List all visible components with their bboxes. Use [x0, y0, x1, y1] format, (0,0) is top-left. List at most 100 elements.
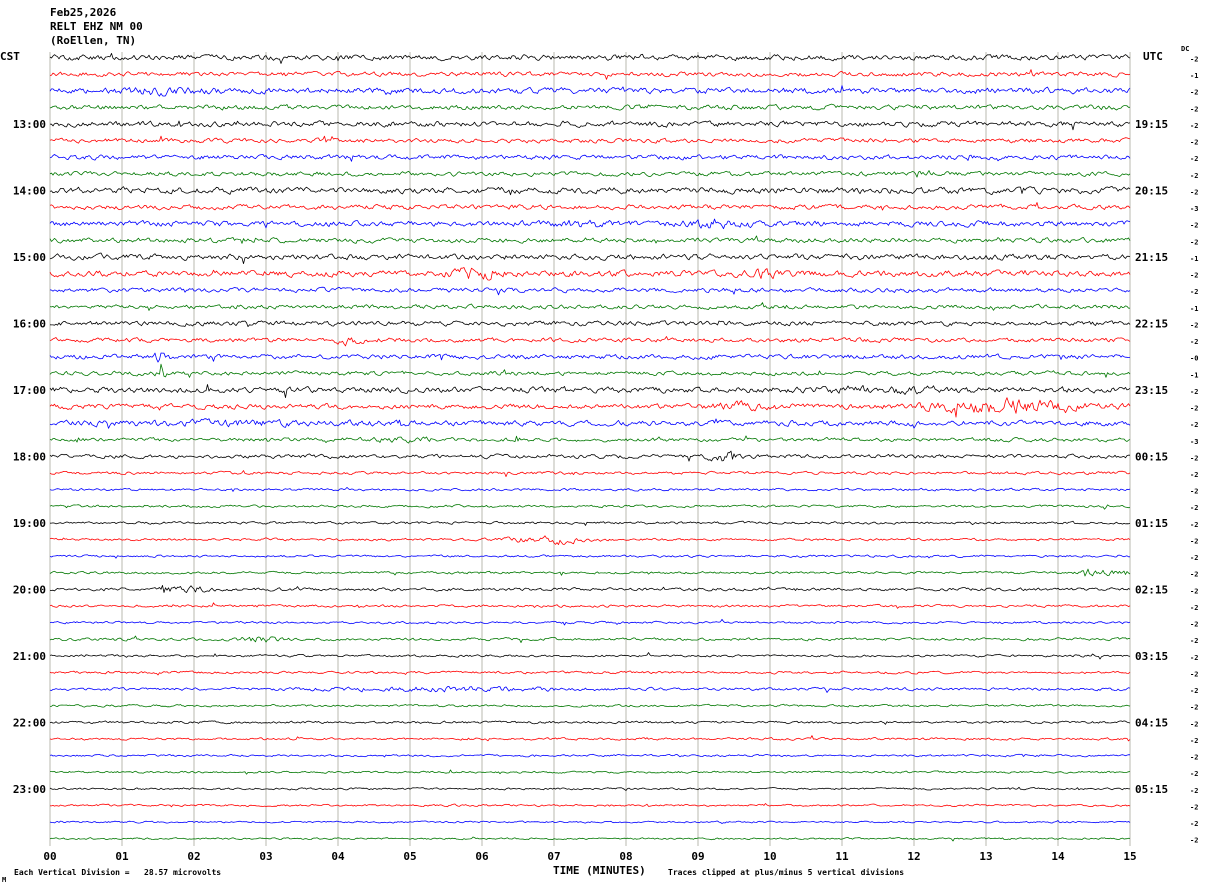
right-axis-header: UTC: [1143, 50, 1163, 63]
seismogram-trace: [49, 267, 1131, 281]
dc-offset-value: -2: [1190, 670, 1198, 678]
dc-offset-value: -2: [1190, 272, 1198, 280]
left-axis-header: CST: [0, 50, 20, 63]
utc-hour-label: 21:15: [1135, 251, 1168, 264]
utc-hour-label: 05:15: [1135, 783, 1168, 796]
dc-offset-value: -0: [1190, 355, 1198, 363]
minute-label: 10: [763, 850, 776, 863]
seismogram-trace: [49, 535, 1131, 545]
minute-label: 13: [979, 850, 992, 863]
cst-hour-label: 17:00: [13, 384, 46, 397]
seismogram-trace: [49, 635, 1131, 643]
seismogram-trace: [49, 320, 1131, 328]
title-station: RELT EHZ NM 00: [50, 20, 143, 33]
dc-offset-value: -2: [1190, 105, 1198, 113]
seismogram-trace: [49, 703, 1131, 708]
dc-offset-value: -2: [1190, 388, 1198, 396]
dc-offset-value: -1: [1190, 371, 1198, 379]
dc-offset-value: -2: [1190, 504, 1198, 512]
dc-offset-value: -3: [1190, 205, 1198, 213]
dc-offset-value: -2: [1190, 172, 1198, 180]
dc-offset-value: -2: [1190, 288, 1198, 296]
dc-offset-value: -2: [1190, 754, 1198, 762]
seismogram-trace: [49, 302, 1131, 311]
seismogram-trace: [49, 602, 1131, 609]
seismogram-trace: [49, 786, 1131, 791]
dc-offset-value: -2: [1190, 471, 1198, 479]
dc-header: DC: [1181, 45, 1190, 53]
title-date: Feb25,2026: [50, 6, 117, 19]
dc-offset-value: -2: [1190, 338, 1198, 346]
utc-hour-label: 19:15: [1135, 118, 1168, 131]
utc-hour-label: 03:15: [1135, 650, 1168, 663]
cst-hour-label: 15:00: [13, 251, 46, 264]
utc-hour-label: 23:15: [1135, 384, 1168, 397]
dc-offset-value: -2: [1190, 321, 1198, 329]
cst-hour-label: 14:00: [13, 184, 46, 197]
dc-offset-value: -2: [1190, 454, 1198, 462]
minute-label: 04: [331, 850, 345, 863]
dc-offset-value: -2: [1190, 139, 1198, 147]
seismogram-trace: [49, 397, 1131, 418]
seismogram-trace: [49, 568, 1131, 577]
minute-label: 12: [907, 850, 920, 863]
utc-hour-label: 04:15: [1135, 716, 1168, 729]
dc-offset-value: -2: [1190, 488, 1198, 496]
dc-offset-value: -1: [1190, 305, 1198, 313]
seismogram-trace: [49, 103, 1130, 111]
minute-label: 03: [259, 850, 272, 863]
footer-scale-note: Each Vertical Division = 28.57 microvolt…: [14, 868, 222, 877]
dc-offset-value: -2: [1190, 770, 1198, 778]
dc-offset-value: -2: [1190, 122, 1198, 130]
seismogram-trace: [49, 720, 1131, 725]
dc-offset-value: -2: [1190, 571, 1198, 579]
minute-label: 06: [475, 850, 489, 863]
utc-hour-label: 02:15: [1135, 583, 1168, 596]
dc-offset-value: -2: [1190, 238, 1198, 246]
dc-offset-value: -2: [1190, 604, 1198, 612]
dc-offset-value: -2: [1190, 89, 1198, 97]
seismogram-trace: [49, 435, 1131, 444]
seismogram-trace: [49, 753, 1131, 758]
dc-offset-value: -2: [1190, 621, 1198, 629]
seismogram-trace: [49, 53, 1131, 64]
dc-offset-value: -2: [1190, 56, 1198, 64]
dc-offset-value: -2: [1190, 687, 1198, 695]
seismogram-trace: [49, 218, 1131, 230]
seismogram-trace: [49, 336, 1131, 347]
seismogram-trace: [49, 618, 1131, 626]
dc-offset-value: -2: [1190, 704, 1198, 712]
minute-label: 05: [403, 850, 416, 863]
dc-offset-value: -1: [1190, 255, 1198, 263]
dc-offset-value: -2: [1190, 654, 1198, 662]
seismogram-trace: [49, 85, 1131, 97]
seismogram-trace: [49, 153, 1131, 162]
minute-label: 09: [691, 850, 704, 863]
seismogram-trace: [49, 504, 1131, 510]
dc-offset-value: -1: [1190, 72, 1198, 80]
utc-hour-label: 01:15: [1135, 517, 1168, 530]
seismogram-trace: [49, 554, 1130, 559]
dc-offset-value: -3: [1190, 438, 1198, 446]
cst-hour-label: 22:00: [13, 716, 46, 729]
utc-hour-label: 22:15: [1135, 317, 1168, 330]
seismogram-trace: [49, 363, 1131, 378]
seismogram-trace: [49, 418, 1131, 429]
dc-offset-value: -2: [1190, 405, 1198, 413]
seismogram-trace: [49, 185, 1131, 196]
minute-label: 07: [547, 850, 560, 863]
seismogram-trace: [49, 470, 1131, 478]
seismogram-trace: [49, 686, 1131, 693]
minute-label: 01: [115, 850, 129, 863]
title-location: (RoEllen, TN): [50, 34, 137, 47]
cst-hour-label: 19:00: [13, 517, 46, 530]
corner-mark: M: [2, 876, 7, 884]
seismogram-trace: [49, 352, 1131, 363]
cst-hour-label: 18:00: [13, 450, 46, 463]
dc-offset-value: -2: [1190, 587, 1198, 595]
seismogram-trace: [49, 486, 1131, 492]
seismogram-trace: [49, 735, 1131, 742]
dc-offset-value: -2: [1190, 222, 1198, 230]
seismogram-trace: [50, 769, 1131, 775]
dc-offset-value: -2: [1190, 537, 1198, 545]
